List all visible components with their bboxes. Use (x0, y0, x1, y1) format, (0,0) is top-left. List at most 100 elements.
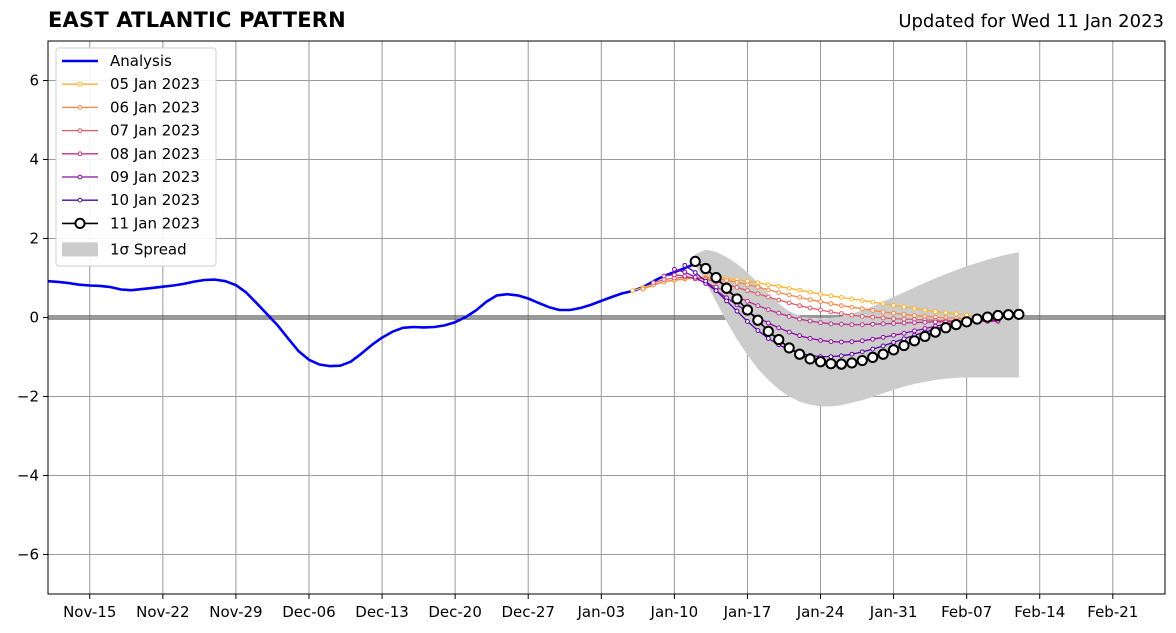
data-point (692, 270, 698, 275)
data-point (682, 269, 688, 275)
data-point (797, 294, 803, 300)
data-point (713, 288, 719, 294)
data-point (818, 338, 823, 343)
series-analysis-line (48, 262, 696, 368)
data-point (891, 332, 896, 338)
data-point (849, 351, 855, 357)
data-point (765, 307, 771, 313)
data-point (898, 339, 910, 352)
data-point (765, 287, 771, 293)
data-point (887, 344, 900, 356)
data-point (807, 305, 813, 311)
x-tick-label: Nov-22 (136, 603, 189, 621)
data-point (765, 320, 771, 326)
data-point (870, 321, 876, 327)
data-point (651, 280, 656, 286)
data-point (880, 309, 886, 315)
data-point (877, 348, 889, 360)
legend-label: 10 Jan 2023 (110, 191, 200, 209)
data-point (932, 309, 938, 314)
data-point (891, 310, 896, 316)
data-point (870, 346, 876, 352)
data-point (953, 311, 959, 317)
legend-label: Analysis (110, 52, 172, 70)
x-tick-label: Dec-27 (501, 603, 555, 621)
data-point (776, 283, 782, 289)
data-point (912, 320, 917, 326)
data-point (692, 274, 698, 280)
data-point (786, 300, 792, 306)
x-tick-label: Dec-13 (355, 603, 409, 621)
x-tick-label: Jan-31 (869, 603, 918, 621)
data-point (929, 326, 941, 338)
data-point (859, 306, 865, 312)
data-point (724, 277, 729, 283)
data-point (814, 356, 827, 368)
data-point (901, 330, 907, 336)
data-point (797, 333, 803, 339)
y-tick-label: 2 (29, 230, 39, 248)
data-point (755, 284, 761, 290)
data-point (741, 304, 754, 316)
data-point (783, 342, 795, 354)
data-point (682, 262, 688, 268)
data-point (849, 296, 855, 302)
data-point (859, 298, 865, 303)
data-point (828, 339, 834, 344)
data-point (755, 303, 761, 309)
data-point (867, 351, 879, 363)
data-point (762, 325, 774, 337)
data-point (776, 310, 782, 316)
data-point (807, 336, 813, 341)
data-point (734, 285, 740, 290)
legend-label: 08 Jan 2023 (110, 145, 200, 163)
legend-box (55, 47, 217, 267)
data-point (776, 290, 782, 296)
legend: Analysis 05 Jan 2023 06 Jan 2023 07 Jan 202… (55, 47, 217, 267)
data-point (835, 358, 847, 370)
data-point (776, 325, 782, 331)
data-point (710, 272, 722, 284)
x-axis: Nov-15 Nov-22 Nov-29 Dec-06 Dec-13 Dec-20 Dec-… (63, 594, 1138, 621)
data-point (794, 348, 806, 360)
data-point (838, 311, 844, 316)
data-point (818, 307, 823, 313)
data-point (804, 353, 816, 365)
data-point (786, 313, 792, 319)
data-point (870, 299, 876, 305)
legend-swatch-marker (77, 128, 83, 134)
x-tick-label: Jan-24 (796, 603, 845, 621)
data-point (807, 297, 813, 303)
chart-title: EAST ATLANTIC PATTERN (48, 8, 346, 32)
data-point (828, 354, 834, 360)
data-point (859, 349, 865, 355)
data-point (828, 309, 834, 315)
x-tick-label: Feb-07 (941, 603, 992, 621)
data-point (786, 329, 792, 335)
data-point (901, 320, 907, 326)
data-point (880, 315, 886, 321)
data-point (859, 313, 865, 319)
x-tick-label: Dec-20 (428, 603, 482, 621)
legend-label: 1σ Spread (110, 240, 187, 258)
data-point (849, 339, 855, 344)
legend-swatch-marker (77, 197, 83, 203)
y-tick-label: 6 (29, 72, 39, 90)
data-point (838, 321, 844, 327)
data-point (932, 319, 938, 325)
data-point (818, 291, 823, 297)
data-point (838, 339, 844, 345)
legend-swatch-marker (77, 151, 83, 157)
data-point (765, 294, 771, 300)
data-point (700, 262, 712, 275)
data-point (870, 307, 876, 313)
data-point (950, 319, 962, 331)
legend-swatch-marker (77, 174, 83, 180)
data-point (838, 294, 844, 300)
y-tick-label: −6 (17, 546, 39, 564)
data-point (912, 306, 917, 311)
data-point (849, 304, 855, 310)
y-tick-label: 4 (29, 151, 39, 169)
x-tick-label: Nov-15 (63, 603, 116, 621)
legend-label: 06 Jan 2023 (110, 98, 200, 116)
